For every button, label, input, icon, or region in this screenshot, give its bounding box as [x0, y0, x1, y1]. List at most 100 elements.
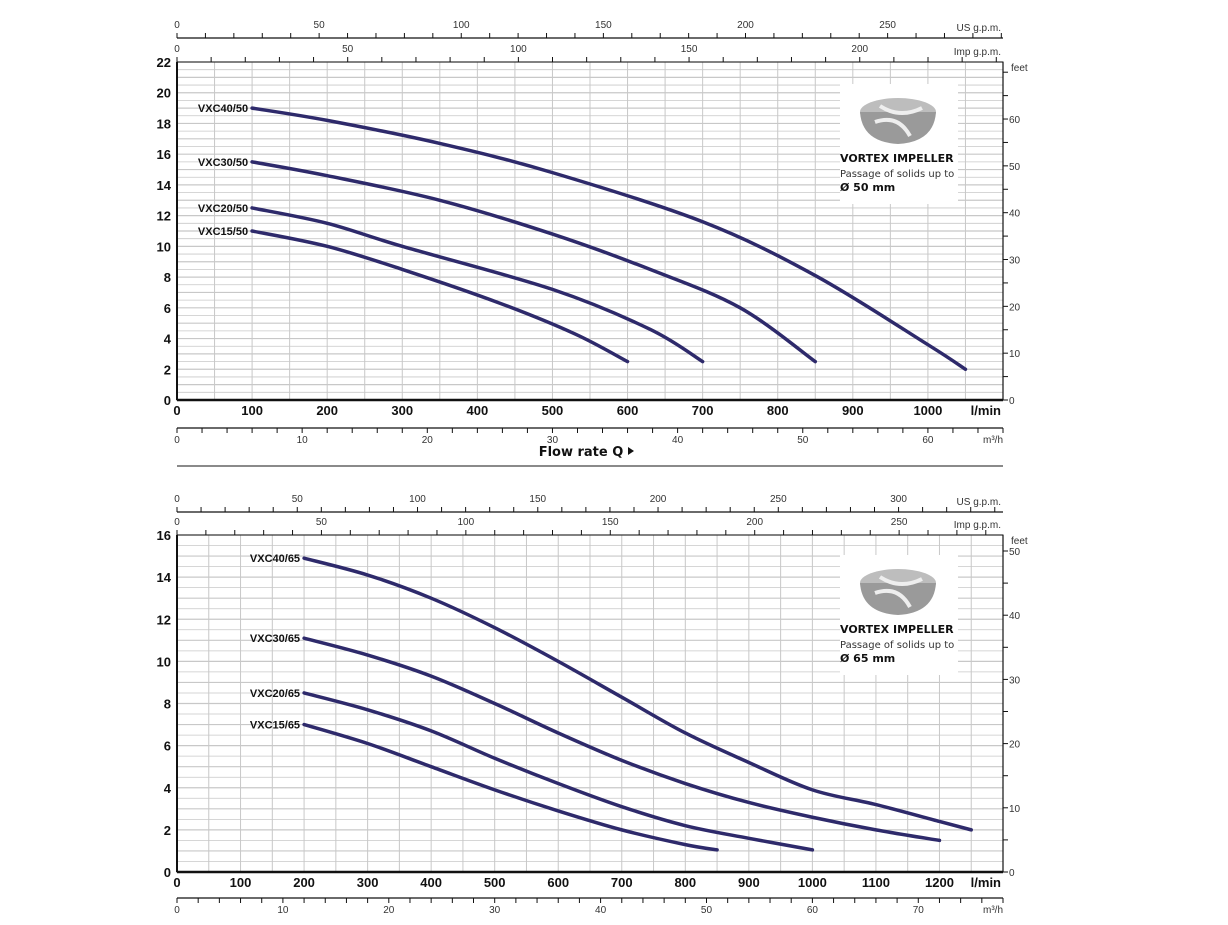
y-tick-label: 4 [164, 781, 172, 796]
top-tick-label: 0 [174, 20, 180, 31]
y-tick-label: 16 [157, 147, 171, 162]
bottom-tick-label: 50 [701, 905, 713, 916]
y-tick-label: 0 [164, 393, 171, 408]
info-box-diameter: Ø 65 mm [840, 652, 895, 665]
x-tick-label: 400 [420, 875, 442, 890]
vortex-impeller-icon [860, 569, 936, 615]
bottom-tick-label: 10 [297, 435, 309, 446]
info-box-diameter: Ø 50 mm [840, 181, 895, 194]
top-tick-label: 200 [650, 494, 667, 505]
series-label: VXC40/50 [198, 103, 248, 115]
top-axis-unit: US g.p.m. [957, 497, 1001, 508]
y-tick-label: 8 [164, 270, 171, 285]
top-tick-label: 100 [409, 494, 426, 505]
top-tick-label: 300 [890, 494, 907, 505]
y-tick-label: 10 [157, 239, 171, 254]
bottom-axis-unit: m³/h [983, 905, 1003, 916]
top-axis-unit: US g.p.m. [957, 23, 1001, 34]
info-box-text: Passage of solids up to [840, 169, 954, 180]
top-tick-label: 200 [737, 20, 754, 31]
top-tick-label: 50 [316, 517, 328, 528]
right-tick-label: 50 [1009, 162, 1021, 173]
bottom-tick-label: 40 [595, 905, 607, 916]
y-tick-label: 2 [164, 823, 171, 838]
y-tick-label: 20 [157, 86, 171, 101]
y-tick-label: 12 [157, 209, 171, 224]
right-axis-unit: feet [1011, 63, 1028, 74]
top-tick-label: 100 [510, 44, 527, 55]
info-box-title: VORTEX IMPELLER [840, 623, 954, 636]
series-line-vxc20-65 [302, 691, 815, 852]
x-tick-label: 900 [842, 403, 864, 418]
impeller-vanes [874, 575, 923, 609]
bottom-tick-label: 30 [547, 435, 559, 446]
right-tick-label: 50 [1009, 547, 1021, 558]
x-tick-label: 500 [542, 403, 564, 418]
x-tick-label: 500 [484, 875, 506, 890]
info-box-title: VORTEX IMPELLER [840, 152, 954, 165]
series-label: VXC20/50 [198, 203, 248, 215]
top-tick-label: 100 [453, 20, 470, 31]
x-axis-title: Flow rate Q [539, 445, 624, 460]
bottom-tick-label: 0 [174, 435, 180, 446]
right-tick-label: 30 [1009, 256, 1021, 267]
top-tick-label: 50 [342, 44, 354, 55]
y-tick-label: 12 [157, 612, 171, 627]
x-tick-label: 900 [738, 875, 760, 890]
right-tick-label: 20 [1009, 740, 1021, 751]
series-label: VXC30/50 [198, 157, 248, 169]
top-tick-label: 250 [891, 517, 908, 528]
x-unit-label: l/min [971, 875, 1001, 890]
bottom-tick-label: 20 [383, 905, 395, 916]
series-line-vxc30-65 [302, 636, 942, 843]
y-tick-label: 14 [157, 570, 172, 585]
right-tick-label: 10 [1009, 804, 1021, 815]
right-axis-unit: feet [1011, 536, 1028, 547]
bottom-tick-label: 70 [913, 905, 925, 916]
bottom-tick-label: 40 [672, 435, 684, 446]
y-tick-label: 6 [164, 739, 171, 754]
right-tick-label: 30 [1009, 675, 1021, 686]
y-tick-label: 8 [164, 697, 171, 712]
right-tick-label: 40 [1009, 209, 1021, 220]
x-tick-label: 600 [547, 875, 569, 890]
top-tick-label: 100 [458, 517, 475, 528]
top-tick-label: 150 [529, 494, 546, 505]
bottom-tick-label: 10 [277, 905, 289, 916]
series-line-vxc15-65 [302, 722, 719, 852]
bottom-tick-label: 20 [422, 435, 434, 446]
right-tick-label: 20 [1009, 302, 1021, 313]
top-tick-label: 0 [174, 494, 180, 505]
top-tick-label: 0 [174, 44, 180, 55]
y-tick-label: 18 [157, 116, 171, 131]
x-tick-label: 1000 [913, 403, 942, 418]
y-tick-label: 16 [157, 528, 171, 543]
top-tick-label: 250 [770, 494, 787, 505]
right-tick-label: 60 [1009, 115, 1021, 126]
x-tick-label: 400 [467, 403, 489, 418]
x-tick-label: 1100 [862, 875, 890, 890]
right-tick-label: 0 [1009, 868, 1015, 879]
series-line-vxc15-50 [250, 229, 630, 364]
x-tick-label: 600 [617, 403, 639, 418]
series-line-vxc20-50 [250, 206, 705, 364]
top-tick-label: 200 [851, 44, 868, 55]
top-tick-label: 150 [681, 44, 698, 55]
top-tick-label: 0 [174, 517, 180, 528]
info-box-text: Passage of solids up to [840, 640, 954, 651]
y-tick-label: 22 [157, 55, 171, 70]
x-tick-label: 300 [391, 403, 413, 418]
bottom-tick-label: 60 [807, 905, 819, 916]
x-tick-label: 300 [357, 875, 379, 890]
right-tick-label: 0 [1009, 396, 1015, 407]
series-label: VXC20/65 [250, 688, 300, 700]
bottom-tick-label: 30 [489, 905, 501, 916]
x-tick-label: 700 [692, 403, 714, 418]
top-axis-unit: Imp g.p.m. [954, 47, 1001, 58]
bottom-tick-label: 60 [922, 435, 934, 446]
series-label: VXC40/65 [250, 553, 300, 565]
bottom-axis-unit: m³/h [983, 435, 1003, 446]
series-line-vxc40-50 [250, 106, 968, 372]
